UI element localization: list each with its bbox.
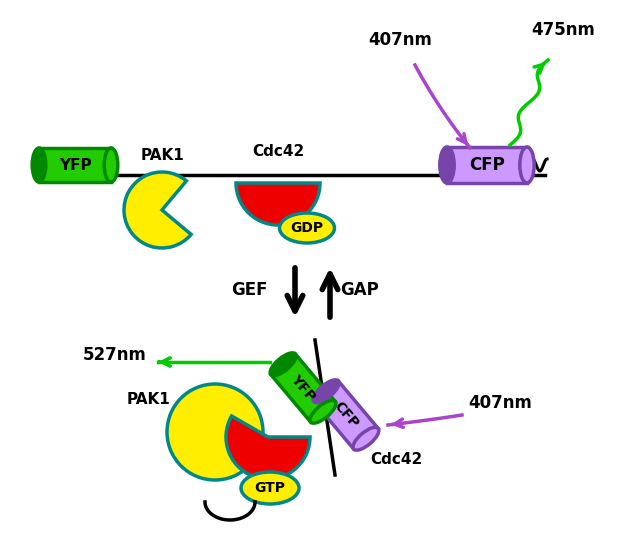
Wedge shape	[124, 172, 191, 248]
Text: 475nm: 475nm	[531, 21, 595, 39]
Ellipse shape	[270, 353, 296, 376]
Polygon shape	[39, 148, 111, 182]
Text: PAK1: PAK1	[140, 147, 184, 163]
Text: GAP: GAP	[340, 281, 378, 299]
Text: 407nm: 407nm	[468, 394, 532, 412]
Wedge shape	[226, 416, 310, 479]
Polygon shape	[314, 381, 378, 449]
Text: PAK1: PAK1	[126, 392, 170, 408]
Text: GDP: GDP	[290, 221, 324, 235]
Text: 527nm: 527nm	[83, 346, 147, 364]
Text: CFP: CFP	[331, 399, 361, 431]
Wedge shape	[167, 384, 263, 480]
Ellipse shape	[241, 472, 299, 504]
Polygon shape	[271, 354, 335, 422]
Text: Cdc42: Cdc42	[252, 145, 304, 159]
Wedge shape	[236, 183, 320, 225]
Text: YFP: YFP	[288, 372, 318, 404]
Polygon shape	[447, 147, 527, 183]
Ellipse shape	[104, 148, 118, 182]
Text: 407nm: 407nm	[368, 31, 432, 49]
Text: GTP: GTP	[255, 481, 286, 495]
Ellipse shape	[520, 147, 534, 183]
Text: GEF: GEF	[232, 281, 268, 299]
Text: CFP: CFP	[469, 156, 505, 174]
Ellipse shape	[440, 147, 454, 183]
Ellipse shape	[313, 380, 339, 403]
Ellipse shape	[279, 213, 335, 243]
Text: YFP: YFP	[58, 158, 91, 172]
Text: Cdc42: Cdc42	[370, 453, 422, 468]
Ellipse shape	[310, 401, 336, 423]
Ellipse shape	[32, 148, 46, 182]
Ellipse shape	[353, 427, 379, 450]
